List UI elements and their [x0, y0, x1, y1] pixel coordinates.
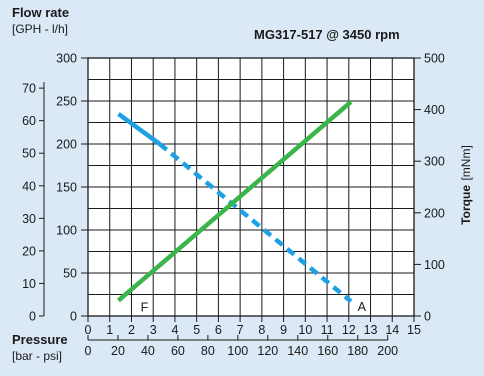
bar-tick-label: 8: [258, 323, 265, 337]
series-flow-segment: [158, 142, 353, 304]
gph-tick-label: 0: [29, 310, 36, 324]
bar-tick-label: 11: [321, 323, 334, 337]
bar-tick-label: 2: [128, 323, 135, 337]
bar-tick-label: 12: [342, 323, 356, 337]
gph-tick-label: 20: [22, 244, 36, 258]
lh-tick-label: 150: [56, 181, 77, 195]
lh-tick-label: 100: [56, 224, 77, 238]
lh-tick-label: 0: [70, 310, 77, 324]
psi-tick-label: 140: [287, 344, 308, 358]
gph-tick-label: 50: [22, 147, 36, 161]
gph-tick-label: 30: [22, 212, 36, 226]
curve-label-f: F: [141, 301, 149, 315]
bar-tick-label: 6: [215, 323, 222, 337]
bar-tick-label: 5: [193, 323, 200, 337]
bar-tick-label: 7: [237, 323, 244, 337]
torque-tick-label: 500: [424, 52, 445, 66]
torque-tick-label: 200: [424, 206, 445, 220]
torque-tick-label: 100: [424, 258, 445, 272]
bar-tick-label: 0: [85, 323, 92, 337]
bar-tick-label: 13: [364, 323, 378, 337]
bar-tick-label: 3: [150, 323, 157, 337]
pressure-axis-unit: [bar - psi]: [12, 349, 63, 363]
chart-title: MG317-517 @ 3450 rpm: [254, 27, 400, 42]
lh-tick-label: 250: [56, 95, 77, 109]
torque-tick-label: 300: [424, 155, 445, 169]
flow-axis-title: Flow rate: [12, 5, 70, 20]
psi-tick-label: 120: [257, 344, 278, 358]
bar-tick-label: 4: [171, 323, 178, 337]
bar-tick-label: 9: [280, 323, 287, 337]
psi-tick-label: 40: [141, 344, 155, 358]
psi-tick-label: 100: [227, 344, 248, 358]
psi-tick-label: 80: [201, 344, 215, 358]
curve-label-a: A: [358, 300, 367, 314]
series-flow-segment: [117, 112, 162, 146]
torque-tick-label: 400: [424, 103, 445, 117]
psi-tick-label: 20: [111, 344, 125, 358]
bar-tick-label: 14: [385, 323, 399, 337]
gph-tick-label: 40: [22, 179, 36, 193]
psi-tick-label: 200: [377, 344, 398, 358]
psi-tick-label: 180: [347, 344, 368, 358]
lh-tick-label: 300: [56, 52, 77, 66]
gph-tick-label: 10: [22, 277, 36, 291]
gph-tick-label: 60: [22, 114, 36, 128]
gph-tick-label: 70: [22, 82, 36, 96]
bar-tick-label: 10: [298, 323, 312, 337]
psi-tick-label: 0: [85, 344, 92, 358]
bar-tick-label: 1: [106, 323, 113, 337]
flow-axis-unit: [GPH - l/h]: [12, 22, 69, 36]
pressure-axis-title: Pressure: [12, 332, 68, 347]
series-torque-segment: [116, 100, 353, 303]
lh-tick-label: 50: [63, 267, 77, 281]
lh-tick-label: 200: [56, 138, 77, 152]
torque-tick-label: 0: [424, 310, 431, 324]
bar-tick-label: 15: [407, 323, 421, 337]
psi-tick-label: 160: [317, 344, 338, 358]
psi-tick-label: 60: [171, 344, 185, 358]
